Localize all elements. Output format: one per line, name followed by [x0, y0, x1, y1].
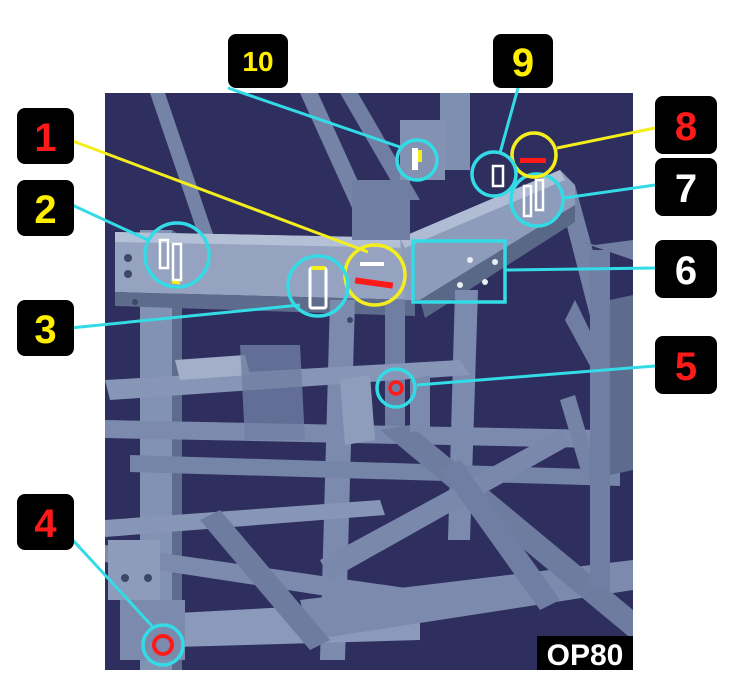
mark-5-red-ring: [388, 380, 404, 396]
badge-7: 7: [655, 158, 717, 216]
badge-3-number: 3: [34, 308, 56, 352]
box-6: [411, 239, 507, 304]
badge-7-number: 7: [675, 167, 697, 211]
operation-label-text: OP80: [547, 639, 624, 672]
feature-marks: [152, 148, 546, 656]
callout-highlights: [68, 86, 656, 667]
steel-frame-structure: [105, 93, 633, 670]
badge-5: 5: [655, 336, 717, 394]
callout-badges: 1 2 3 4 5 6 7 8: [17, 34, 717, 550]
mark-7-slot-b: [534, 178, 545, 212]
leader-6: [505, 266, 656, 272]
mark-1-white-slot: [360, 262, 384, 266]
badge-5-number: 5: [675, 345, 697, 389]
leader-7: [563, 183, 656, 200]
badge-9-number: 9: [512, 41, 534, 85]
mark-10-slot: [412, 148, 418, 170]
ring-5: [375, 367, 417, 409]
badge-8: 8: [655, 96, 717, 154]
badge-4: 4: [17, 494, 74, 550]
leader-3: [69, 303, 301, 330]
mark-4-red-ring: [152, 634, 174, 656]
leader-5: [416, 364, 656, 387]
badge-10: 10: [228, 34, 288, 88]
badge-10-number: 10: [242, 46, 273, 77]
ring-3: [286, 254, 350, 318]
leader-10: [227, 86, 401, 149]
ring-2: [143, 221, 211, 289]
mark-9-slot: [491, 164, 505, 188]
badge-4-number: 4: [34, 502, 57, 546]
operation-label: OP80: [537, 636, 633, 672]
badge-9: 9: [493, 34, 553, 88]
ring-7: [509, 172, 565, 228]
badge-2-number: 2: [34, 188, 56, 232]
ring-4: [141, 623, 185, 667]
mark-8-red-bar: [520, 158, 546, 163]
badge-6: 6: [655, 240, 717, 298]
leader-9: [498, 87, 520, 154]
badge-1: 1: [17, 108, 74, 164]
badge-6-number: 6: [675, 249, 697, 293]
mark-1-red-bar: [354, 277, 394, 289]
leader-8: [556, 126, 656, 150]
ring-10: [395, 138, 439, 182]
mark-2-slot-b: [171, 242, 183, 282]
badge-8-number: 8: [675, 105, 697, 149]
mark-7-slot-a: [522, 184, 533, 218]
mark-2-slot-a: [158, 238, 170, 270]
leader-2: [69, 202, 149, 242]
leader-4: [68, 535, 154, 628]
leader-1: [69, 138, 369, 254]
badge-2: 2: [17, 180, 74, 236]
ring-8: [510, 131, 558, 179]
badge-3: 3: [17, 300, 74, 356]
badge-1-number: 1: [34, 116, 56, 160]
ring-9: [470, 150, 518, 198]
